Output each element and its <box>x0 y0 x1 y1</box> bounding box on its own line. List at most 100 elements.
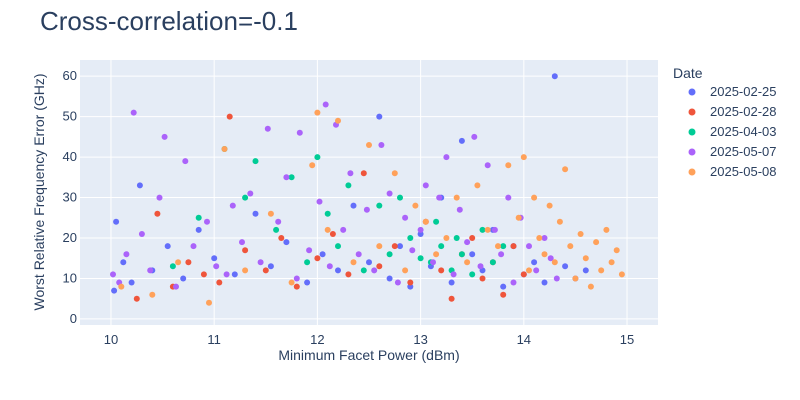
x-tick-label: 14 <box>517 332 531 347</box>
data-point <box>417 226 424 233</box>
data-point <box>169 263 176 270</box>
x-axis-label: Minimum Facet Power (dBm) <box>278 347 459 363</box>
data-point <box>498 251 505 258</box>
data-point <box>412 202 419 209</box>
data-point <box>433 218 440 225</box>
data-point <box>350 202 357 209</box>
data-point <box>335 267 341 274</box>
data-point <box>510 279 517 286</box>
x-tick-label: 10 <box>104 332 118 347</box>
data-point <box>515 214 522 221</box>
data-point <box>531 194 538 201</box>
data-point <box>304 259 311 266</box>
data-point <box>407 235 414 241</box>
data-point <box>283 239 290 246</box>
legend-entry[interactable]: 2025-02-25 <box>710 84 777 99</box>
data-point <box>536 235 543 241</box>
data-point <box>242 267 249 274</box>
data-point <box>469 235 476 241</box>
data-point <box>360 267 367 274</box>
data-point <box>438 267 445 274</box>
data-point <box>495 243 501 250</box>
data-point <box>309 162 316 169</box>
data-point <box>154 210 161 217</box>
data-point <box>345 182 352 189</box>
series-2025-02-28 <box>133 113 527 302</box>
data-point <box>484 162 491 169</box>
legend-entry[interactable]: 2025-05-07 <box>710 144 777 159</box>
data-point <box>347 170 354 177</box>
y-tick-label: 30 <box>63 190 77 205</box>
data-point <box>293 275 300 282</box>
data-point <box>397 243 403 250</box>
data-point <box>551 73 558 80</box>
data-point <box>531 259 538 266</box>
data-point <box>195 226 202 233</box>
data-point <box>275 218 282 225</box>
data-point <box>458 251 465 258</box>
data-point <box>204 218 210 225</box>
data-point <box>195 214 202 221</box>
data-point <box>111 287 118 294</box>
data-point <box>314 255 321 262</box>
x-tick-label: 12 <box>310 332 324 347</box>
legend-entry[interactable]: 2025-05-08 <box>710 164 777 179</box>
data-point <box>110 271 116 278</box>
data-point <box>161 133 168 140</box>
data-point <box>182 158 189 165</box>
data-point <box>567 243 574 250</box>
data-point <box>491 226 498 233</box>
data-point <box>603 226 610 233</box>
data-point <box>376 243 383 250</box>
data-point <box>324 210 331 217</box>
data-point <box>156 194 163 201</box>
data-point <box>267 263 274 270</box>
data-point <box>316 198 323 205</box>
x-tick-label: 11 <box>207 332 221 347</box>
data-point <box>436 194 443 201</box>
data-point <box>546 202 553 209</box>
data-point <box>430 259 436 266</box>
data-point <box>551 259 558 266</box>
data-point <box>376 202 383 209</box>
data-point <box>618 271 625 278</box>
data-point <box>296 129 303 136</box>
legend-entry[interactable]: 2025-04-03 <box>710 124 777 139</box>
axis-ticks: 10 11 12 13 14 15 0 10 20 30 40 50 60 <box>63 68 635 347</box>
data-point <box>456 206 463 213</box>
data-point <box>397 194 403 201</box>
data-point <box>376 113 383 120</box>
legend-entry[interactable]: 2025-02-28 <box>710 104 777 119</box>
data-point <box>216 279 223 286</box>
data-point <box>458 137 465 144</box>
data-point <box>190 243 197 250</box>
data-point <box>448 279 455 286</box>
data-point <box>500 283 507 290</box>
data-point <box>278 235 285 241</box>
legend-title: Date <box>673 65 703 81</box>
data-point <box>242 194 249 201</box>
data-point <box>319 251 326 258</box>
data-point <box>118 283 125 290</box>
data-point <box>587 283 594 290</box>
data-point <box>267 210 274 217</box>
data-point <box>505 194 512 201</box>
y-tick-label: 10 <box>63 270 77 285</box>
data-point <box>520 271 527 278</box>
data-point <box>464 259 471 266</box>
data-point <box>553 275 560 282</box>
data-point <box>386 275 393 282</box>
data-point <box>223 271 230 278</box>
data-point <box>322 101 329 108</box>
data-point <box>304 279 311 286</box>
data-point <box>378 142 385 148</box>
data-point <box>164 243 171 250</box>
data-point <box>541 235 548 241</box>
data-point <box>264 125 271 132</box>
data-point <box>345 271 352 278</box>
data-point <box>363 206 370 213</box>
data-point <box>128 279 135 286</box>
data-point <box>229 202 236 209</box>
